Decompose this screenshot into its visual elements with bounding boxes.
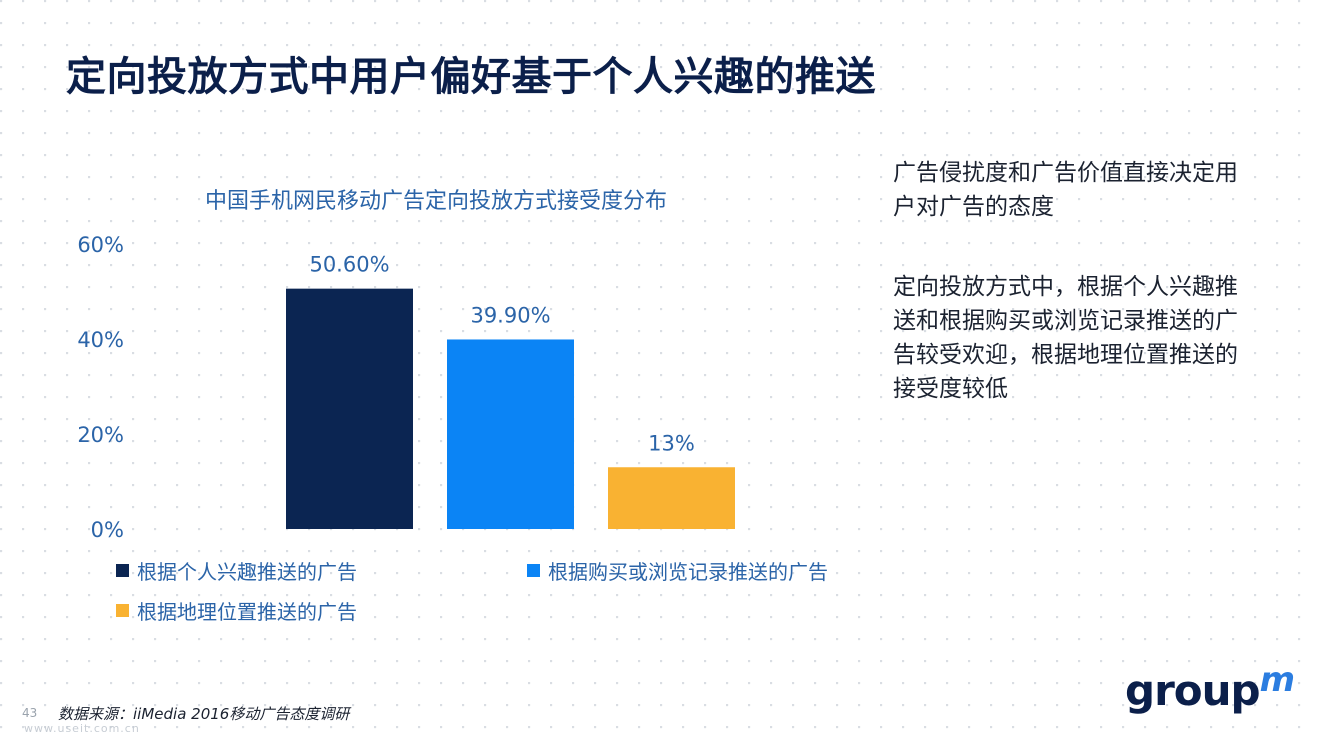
- legend-swatch-interest: [116, 564, 129, 577]
- y-tick-label: 40%: [77, 328, 124, 352]
- side-text-paragraph-1: 广告侵扰度和广告价值直接决定用户对广告的态度: [893, 160, 1238, 220]
- page-number: 43: [22, 706, 38, 720]
- logo-text: group: [1125, 666, 1261, 715]
- legend-item-browsing: 根据购买或浏览记录推送的广告: [527, 556, 828, 585]
- legend-item-location: 根据地理位置推送的广告: [116, 596, 357, 625]
- bar-value-label: 39.90%: [470, 303, 550, 327]
- y-tick-label: 20%: [77, 423, 124, 447]
- chart-title: 中国手机网民移动广告定向投放方式接受度分布: [205, 189, 668, 214]
- bar: [286, 288, 413, 529]
- legend-swatch-browsing: [527, 564, 540, 577]
- source-note: 数据来源：iiMedia 2016移动广告态度调研: [58, 705, 350, 723]
- legend-label-interest: 根据个人兴趣推送的广告: [137, 560, 357, 584]
- bar: [608, 467, 735, 529]
- legend-item-interest: 根据个人兴趣推送的广告: [116, 556, 357, 585]
- legend-label-browsing: 根据购买或浏览记录推送的广告: [548, 560, 828, 584]
- legend-label-location: 根据地理位置推送的广告: [137, 600, 357, 624]
- side-text-paragraph-2: 定向投放方式中，根据个人兴趣推送和根据购买或浏览记录推送的广告较受欢迎，根据地理…: [893, 274, 1238, 402]
- logo-mark: m: [1259, 660, 1295, 700]
- bar: [447, 339, 574, 529]
- bar-value-label: 13%: [648, 431, 695, 455]
- legend-swatch-location: [116, 604, 129, 617]
- y-tick-label: 0%: [91, 518, 124, 542]
- bar-value-label: 50.60%: [309, 253, 389, 277]
- page-title: 定向投放方式中用户偏好基于个人兴趣的推送: [66, 54, 876, 100]
- y-tick-label: 60%: [77, 233, 124, 257]
- groupm-logo: groupm: [1125, 660, 1295, 715]
- watermark: www.useit.com.cn: [24, 722, 140, 735]
